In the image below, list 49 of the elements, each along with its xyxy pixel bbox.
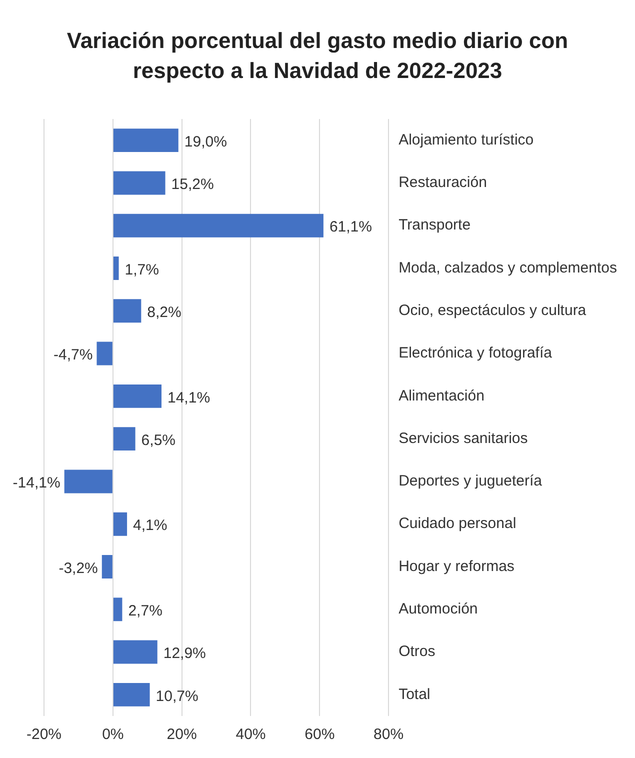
bar [113, 598, 122, 622]
bar [102, 555, 112, 578]
bar [96, 342, 112, 366]
y-tick-label: Transporte [398, 216, 471, 234]
bar [113, 682, 150, 706]
data-label: 2,7% [128, 602, 162, 620]
x-tick-label: 0% [102, 726, 124, 744]
bar [113, 427, 136, 451]
data-label: 6,5% [141, 432, 176, 449]
bar [113, 640, 158, 664]
x-tick-label: 20% [166, 726, 197, 744]
y-tick-label: Servicios sanitarios [398, 430, 528, 447]
data-label: 1,7% [124, 261, 159, 278]
y-tick-label: Deportes y juguetería [398, 472, 543, 490]
data-label: 12,9% [163, 645, 206, 662]
bar [113, 171, 166, 195]
data-label: 8,2% [147, 304, 182, 322]
y-tick-label: Total [398, 686, 430, 703]
data-label: -14,1% [12, 474, 60, 492]
y-tick-label: Hogar y reformas [398, 558, 514, 575]
data-label: 61,1% [329, 218, 372, 236]
x-tick-label: -20% [26, 726, 62, 744]
y-tick-label: Electrónica y fotografía [398, 344, 553, 362]
bar [113, 214, 324, 238]
data-label: -4,7% [54, 346, 93, 364]
x-tick-label: 40% [236, 726, 266, 744]
y-tick-label: Otros [398, 643, 436, 660]
y-tick-label: Automoción [398, 600, 478, 618]
data-label: 10,7% [156, 688, 198, 705]
y-tick-label: Cuidado personal [398, 515, 516, 532]
bar [64, 470, 112, 494]
y-tick-label: Alimentación [398, 387, 484, 404]
data-label: 19,0% [184, 133, 227, 150]
chart-title: Variación porcentual del gasto medio diario con respecto a la Navidad de 2022-2023 [66, 27, 570, 85]
y-tick-label: Restauración [398, 174, 487, 192]
bar [113, 256, 119, 280]
data-label: 4,1% [133, 517, 168, 534]
y-tick-label: Ocio, espectáculos y cultura [398, 302, 587, 320]
bar [113, 384, 162, 408]
data-label: 15,2% [171, 176, 214, 194]
x-tick-label: 80% [374, 726, 404, 744]
data-label: 14,1% [167, 389, 210, 406]
y-tick-label: Moda, calzados y complementos [398, 259, 617, 276]
data-label: -3,2% [58, 560, 98, 577]
x-tick-label: 60% [304, 726, 335, 744]
bar [113, 128, 178, 152]
bar [113, 299, 142, 323]
y-tick-label: Alojamiento turístico [398, 131, 534, 148]
bar [113, 512, 128, 536]
